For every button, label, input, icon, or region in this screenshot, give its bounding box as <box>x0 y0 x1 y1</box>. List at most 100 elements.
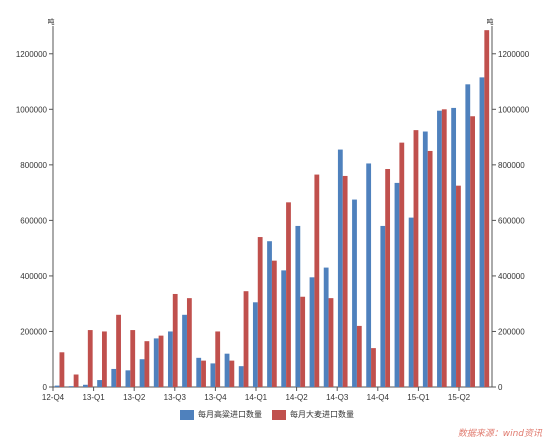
y-unit-left: 吨 <box>48 17 55 26</box>
y-tick-label-right: 200000 <box>498 327 525 336</box>
bar-barley-12 <box>229 360 235 387</box>
bar-barley-7 <box>158 335 164 387</box>
legend-swatch-sorghum <box>180 409 194 420</box>
bar-barley-24 <box>399 142 405 387</box>
bar-barley-2 <box>87 330 93 387</box>
bar-sorghum-16 <box>281 270 287 387</box>
bar-barley-9 <box>186 298 192 387</box>
y-tick-label-right: 600000 <box>498 216 525 225</box>
bar-barley-28 <box>456 185 461 387</box>
legend-label-barley: 每月大麦进口数量 <box>290 410 354 419</box>
bar-sorghum-23 <box>380 225 386 387</box>
bar-barley-19 <box>328 298 334 387</box>
bar-sorghum-6 <box>139 359 145 387</box>
x-tick-label: 14-Q1 <box>245 393 268 402</box>
bar-barley-18 <box>314 174 320 387</box>
bar-sorghum-28 <box>451 107 457 388</box>
bar-barley-8 <box>172 293 178 387</box>
y-unit-right: 吨 <box>487 17 494 26</box>
y-tick-label-left: 800000 <box>20 161 47 170</box>
x-tick-label: 13-Q3 <box>164 393 187 402</box>
bar-sorghum-29 <box>465 84 471 387</box>
bar-barley-6 <box>144 341 150 387</box>
bar-sorghum-25 <box>408 217 414 387</box>
bar-barley-15 <box>271 260 277 387</box>
bar-barley-13 <box>243 291 249 387</box>
bar-barley-21 <box>356 325 362 387</box>
bar-sorghum-12 <box>224 353 230 387</box>
legend-label-sorghum: 每月高粱进口数量 <box>198 410 262 419</box>
y-tick-label-right: 400000 <box>498 272 525 281</box>
bar-sorghum-3 <box>97 380 102 387</box>
bar-barley-29 <box>470 116 475 387</box>
bar-sorghum-0 <box>54 385 60 387</box>
y-tick-label-right: 0 <box>498 383 503 392</box>
bar-barley-17 <box>300 296 306 387</box>
bar-sorghum-30 <box>479 77 485 388</box>
bar-sorghum-8 <box>167 331 173 387</box>
bar-barley-1 <box>73 374 79 387</box>
chart-bars <box>54 30 490 388</box>
x-tick-label: 13-Q1 <box>82 393 105 402</box>
bar-sorghum-20 <box>337 149 343 387</box>
bar-sorghum-21 <box>352 199 357 387</box>
y-tick-label-right: 1200000 <box>498 50 530 59</box>
bar-barley-4 <box>116 314 121 387</box>
bar-sorghum-27 <box>437 110 442 387</box>
bar-sorghum-11 <box>210 363 216 387</box>
bar-sorghum-13 <box>238 366 244 387</box>
bar-barley-26 <box>427 150 433 387</box>
bar-barley-3 <box>102 331 107 387</box>
x-tick-label: 13-Q2 <box>123 393 146 402</box>
chart-legend: 每月高粱进口数量 每月大麦进口数量 <box>180 409 354 420</box>
bar-sorghum-22 <box>366 163 372 387</box>
bar-sorghum-26 <box>422 131 428 387</box>
x-tick-label: 14-Q4 <box>367 393 390 402</box>
bar-sorghum-5 <box>125 370 131 387</box>
y-tick-label-left: 0 <box>43 383 48 392</box>
x-tick-label: 14-Q3 <box>326 393 349 402</box>
bar-sorghum-2 <box>83 384 88 387</box>
legend-item-barley: 每月大麦进口数量 <box>272 409 354 420</box>
bar-barley-23 <box>385 169 391 387</box>
x-tick-label: 13-Q4 <box>204 393 227 402</box>
bar-barley-0 <box>59 352 65 387</box>
bar-sorghum-10 <box>196 357 202 387</box>
y-tick-label-left: 1200000 <box>16 50 48 59</box>
bar-barley-10 <box>201 360 206 387</box>
bar-barley-30 <box>484 30 490 387</box>
legend-swatch-barley <box>272 409 286 420</box>
data-source-note: 数据来源：wind资讯 <box>457 429 542 439</box>
bar-barley-11 <box>215 331 221 387</box>
x-tick-label: 15-Q1 <box>407 393 430 402</box>
bar-barley-22 <box>371 348 376 387</box>
y-tick-label-left: 1000000 <box>16 105 48 114</box>
bar-barley-27 <box>441 109 447 387</box>
bar-sorghum-17 <box>295 225 301 387</box>
bar-barley-20 <box>342 175 348 387</box>
bar-barley-14 <box>257 237 263 387</box>
bar-sorghum-18 <box>309 277 315 387</box>
bar-barley-25 <box>413 130 419 387</box>
bar-sorghum-19 <box>323 267 329 387</box>
bar-sorghum-4 <box>111 368 117 387</box>
bar-sorghum-15 <box>267 241 272 387</box>
bar-sorghum-9 <box>182 314 187 387</box>
y-tick-label-right: 1000000 <box>498 105 530 114</box>
chart-tick-labels: 吨 吨 0 0 200000 200000 400000 400000 600000 600000… <box>16 17 530 402</box>
y-tick-label-left: 600000 <box>20 216 47 225</box>
y-tick-label-left: 400000 <box>20 272 47 281</box>
x-tick-label: 14-Q2 <box>285 393 308 402</box>
legend-item-sorghum: 每月高粱进口数量 <box>180 409 262 420</box>
y-tick-label-left: 200000 <box>20 327 47 336</box>
bar-sorghum-1 <box>68 386 74 387</box>
x-tick-label: 12-Q4 <box>42 393 65 402</box>
x-tick-label: 15-Q2 <box>448 393 471 402</box>
bar-sorghum-7 <box>153 338 159 387</box>
y-tick-label-right: 800000 <box>498 161 525 170</box>
bar-sorghum-24 <box>394 182 400 387</box>
bar-sorghum-14 <box>252 302 258 387</box>
bar-barley-16 <box>286 202 291 387</box>
bar-barley-5 <box>130 330 136 387</box>
